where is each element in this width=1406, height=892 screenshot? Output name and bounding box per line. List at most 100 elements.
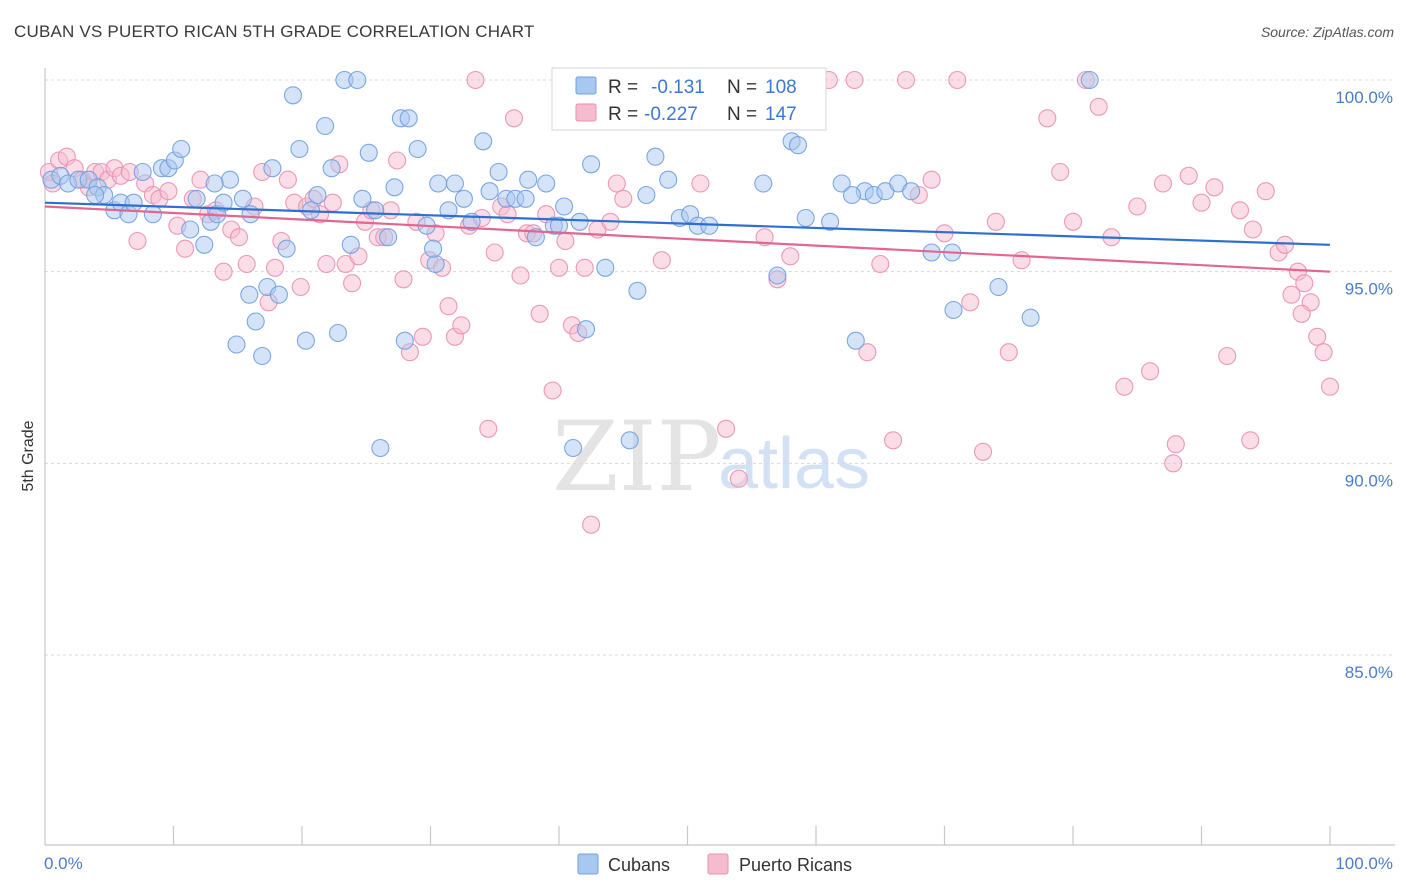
puerto-ricans-point (543, 381, 562, 400)
puerto-ricans-point (1179, 166, 1198, 185)
puerto-ricans-point (1153, 174, 1173, 193)
cubans-point (576, 320, 596, 339)
puerto-ricans-point (1292, 304, 1311, 323)
puerto-ricans-point (265, 258, 285, 277)
puerto-ricans-point (1314, 343, 1333, 362)
cubans-point (220, 170, 240, 189)
puerto-ricans-point (1128, 197, 1147, 216)
cubans-point (1021, 308, 1040, 327)
cubans-point (454, 189, 473, 208)
puerto-ricans-point (1218, 346, 1237, 366)
watermark: ZIP atlas (552, 401, 870, 513)
cubans-point (143, 205, 162, 224)
cubans-point (246, 312, 265, 331)
puerto-ricans-point (1038, 109, 1057, 128)
puerto-ricans-point (388, 151, 407, 170)
y-tick-label: 85.0% (1345, 663, 1393, 682)
cubans-point (842, 185, 862, 205)
series-legend-swatch-cubans (577, 853, 599, 875)
y-tick-label: 100.0% (1335, 88, 1393, 107)
puerto-ricans-point (439, 297, 458, 316)
puerto-ricans-point (229, 228, 249, 247)
legend-r-label-puerto-ricans: R = (608, 104, 638, 125)
puerto-ricans-point (1164, 454, 1183, 473)
puerto-ricans-point (781, 247, 800, 266)
cubans-point (429, 174, 448, 193)
cubans-point (240, 285, 259, 304)
cubans-point (637, 185, 656, 205)
puerto-ricans-point (1115, 377, 1134, 396)
puerto-ricans-point (237, 254, 256, 274)
cubans-point (519, 170, 538, 189)
cubans-point (341, 235, 360, 254)
puerto-ricans-point (652, 251, 671, 270)
cubans-point (480, 182, 499, 201)
puerto-ricans-point (278, 170, 297, 189)
cubans-point (124, 193, 143, 212)
y-tick-label: 95.0% (1345, 280, 1393, 299)
cubans-point (359, 143, 378, 162)
puerto-ricans-point (381, 201, 400, 220)
cubans-point (489, 162, 508, 182)
x-tick-label-min: 0.0% (44, 854, 83, 873)
cubans-point (944, 300, 963, 320)
puerto-ricans-point (504, 109, 524, 128)
puerto-ricans-point (485, 243, 504, 262)
puerto-ricans-point (1205, 178, 1224, 197)
puerto-ricans-point (755, 228, 774, 247)
cubans-point (283, 86, 303, 105)
cubans-point (205, 174, 224, 193)
series-legend-label-puerto-ricans: Puerto Ricans (739, 855, 852, 875)
cubans-point (564, 438, 583, 458)
cubans-point (328, 323, 348, 343)
legend-swatch-puerto-ricans (575, 103, 597, 122)
puerto-ricans-point (394, 270, 413, 289)
cubans-point (263, 159, 282, 178)
cubans-point (832, 174, 851, 193)
puerto-ricans-point (1295, 274, 1314, 293)
cubans-point (187, 189, 206, 208)
cubans-point (439, 201, 458, 220)
puerto-ricans-point (176, 239, 195, 258)
puerto-ricans-point (999, 343, 1018, 362)
cubans-point (555, 197, 574, 216)
cubans-point (296, 331, 315, 350)
cubans-point (445, 174, 464, 193)
cubans-point (796, 208, 815, 228)
cubans-point (253, 346, 272, 366)
puerto-ricans-point (1308, 327, 1327, 346)
puerto-ricans-point (1241, 431, 1260, 450)
cubans-point (322, 159, 341, 178)
cubans-point (172, 139, 191, 159)
puerto-ricans-point (214, 262, 233, 281)
puerto-ricans-point (896, 70, 916, 90)
puerto-ricans-point (1256, 182, 1275, 201)
cubans-point (395, 331, 414, 350)
cubans-point (316, 116, 335, 136)
puerto-ricans-point (159, 182, 178, 201)
puerto-ricans-point (961, 293, 980, 312)
chart-title: CUBAN VS PUERTO RICAN 5TH GRADE CORRELAT… (14, 22, 535, 41)
cubans-point (549, 216, 569, 235)
puerto-ricans-point (948, 70, 967, 90)
puerto-ricans-point (1192, 193, 1211, 212)
cubans-point (516, 189, 535, 208)
puerto-ricans-point (530, 304, 549, 323)
cubans-point (989, 277, 1008, 297)
legend-r-value-cubans: -0.131 (651, 77, 705, 98)
puerto-ricans-point (511, 266, 530, 285)
puerto-ricans-point (291, 277, 310, 297)
cubans-point (233, 189, 252, 208)
legend-n-value-cubans: 108 (765, 77, 797, 98)
trend-line-puerto-ricans (44, 205, 1331, 273)
puerto-ricans-point (549, 258, 569, 277)
puerto-ricans-point (607, 174, 626, 193)
puerto-ricans-point (691, 174, 710, 193)
puerto-ricans-point (884, 431, 903, 450)
gridlines (45, 79, 1395, 656)
stats-legend-box (551, 67, 827, 131)
puerto-ricans-point (498, 205, 517, 224)
cubans-point (846, 331, 865, 350)
puerto-ricans-point (858, 343, 877, 362)
